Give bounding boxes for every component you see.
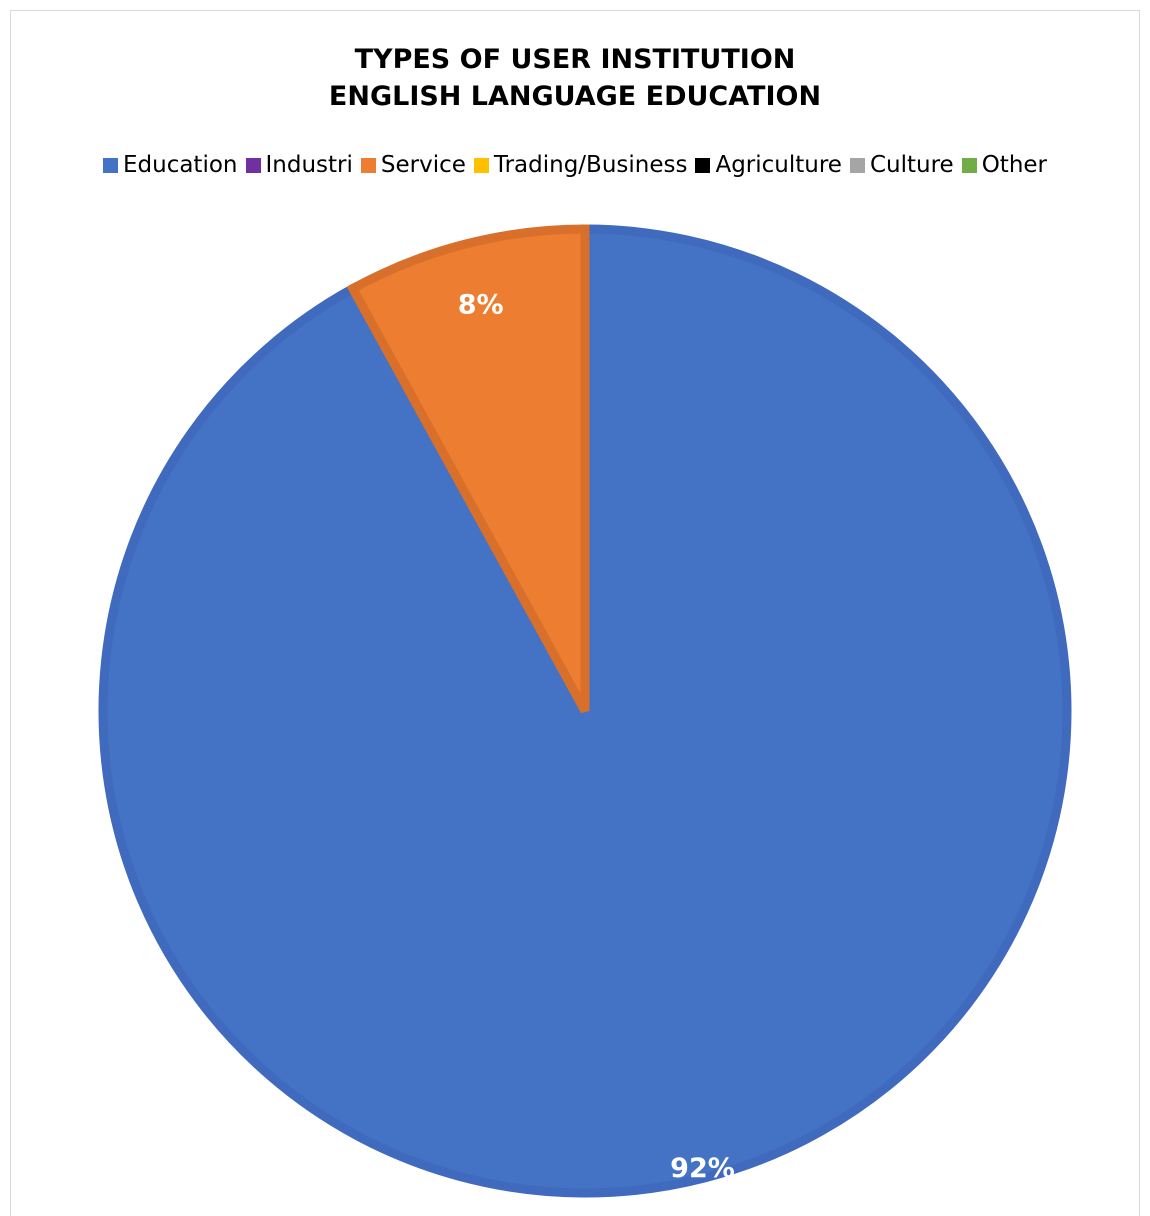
legend-label: Service (380, 152, 466, 178)
legend-item-service: Service (360, 152, 466, 178)
legend-swatch-trading-business (473, 157, 489, 173)
legend-swatch-education (102, 157, 118, 173)
legend-label: Other (981, 152, 1048, 178)
legend-swatch-agriculture (695, 157, 711, 173)
legend-item-other: Other (961, 152, 1048, 178)
legend-label: Education (122, 152, 238, 178)
legend-item-agriculture: Agriculture (695, 152, 842, 178)
legend-label: Trading/Business (493, 152, 688, 178)
legend-label: Industri (265, 152, 353, 178)
chart-title-line-1: TYPES OF USER INSTITUTION (354, 44, 796, 75)
legend-swatch-other (961, 157, 977, 173)
chart-title-line-2: ENGLISH LANGUAGE EDUCATION (328, 80, 822, 112)
chart-title: TYPES OF USER INSTITUTION ENGLISH LANGUA… (0, 42, 1150, 115)
legend-item-education: Education (102, 152, 238, 178)
legend-item-trading-business: Trading/Business (473, 152, 688, 178)
chart-legend: Education Industri Service Trading/Business… (0, 152, 1150, 178)
legend-item-industri: Industri (245, 152, 353, 178)
legend-swatch-culture (849, 157, 865, 173)
legend-label: Agriculture (715, 152, 842, 178)
legend-item-culture: Culture (849, 152, 954, 178)
legend-swatch-service (360, 157, 376, 173)
data-label-education: 92% (670, 1153, 735, 1184)
legend-label: Culture (869, 152, 954, 178)
legend-swatch-industri (245, 157, 261, 173)
data-label-service: 8% (458, 289, 504, 320)
pie-slice-service (346, 224, 590, 714)
